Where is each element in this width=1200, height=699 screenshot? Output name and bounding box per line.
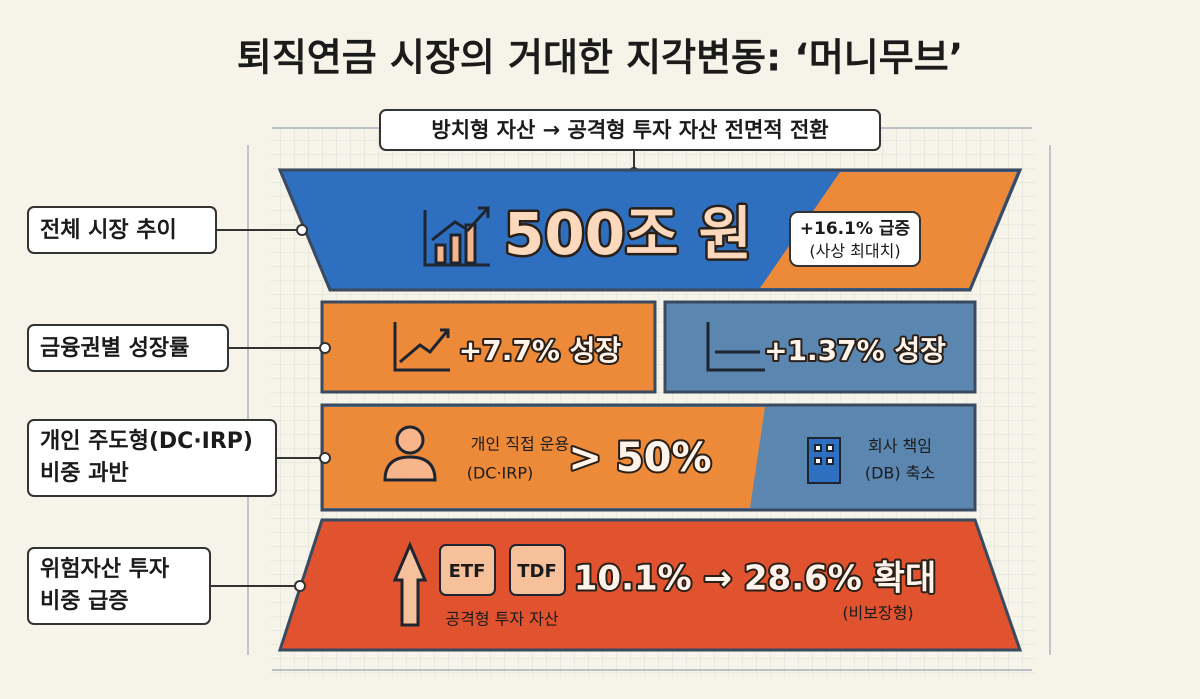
side-label: 비중 급증 [40,589,129,614]
risk-sub: (비보장형) [842,604,913,623]
note: +16.1% 급증 [800,219,911,239]
badge-text: ETF [449,561,486,582]
share-left-line: (DC·IRP) [467,464,534,483]
banner-box [379,109,881,151]
growth-right [663,300,977,394]
share-value: > 50% [568,435,711,481]
building-icon [807,437,841,484]
up-arrow [392,541,428,627]
person-icon [383,425,437,482]
badge-text: TDF [517,561,557,582]
banner: 방치형 자산 → 공격형 투자 자산 전면적 전환 [431,118,828,142]
note-box [789,211,921,267]
growth-left [320,300,657,394]
growth-right-text: +1.37% 성장 [764,334,946,367]
side-label: 개인 주도형(DC·IRP) [40,429,253,454]
growth-left-text: +7.7% 성장 [459,334,622,367]
market-value: 500조 원 [504,200,752,268]
side-label: 비중 과반 [40,461,129,486]
note-sub: (사상 최대치) [809,242,900,261]
growth-icon [393,322,450,372]
share-right-line: (DB) 축소 [865,464,935,483]
flat-icon [706,322,765,372]
badge [439,544,496,596]
share-right-line: 회사 책임 [868,437,932,456]
share-left-line: 개인 직접 운용 [471,435,570,454]
side-label: 위험자산 투자 [40,556,170,582]
risk-value: 10.1% → 28.6% 확대 [574,559,936,599]
title: 퇴직연금 시장의 거대한 지각변동: ‘머니무브’ [237,36,963,80]
chart-icon [423,206,490,267]
side-label: 전체 시장 추이 [40,218,177,243]
badge [509,544,566,596]
side-label-boxes [27,206,331,625]
share-left [324,407,765,508]
side-label: 금융권별 성장률 [40,336,189,361]
badge-caption: 공격형 투자 자산 [445,610,558,629]
